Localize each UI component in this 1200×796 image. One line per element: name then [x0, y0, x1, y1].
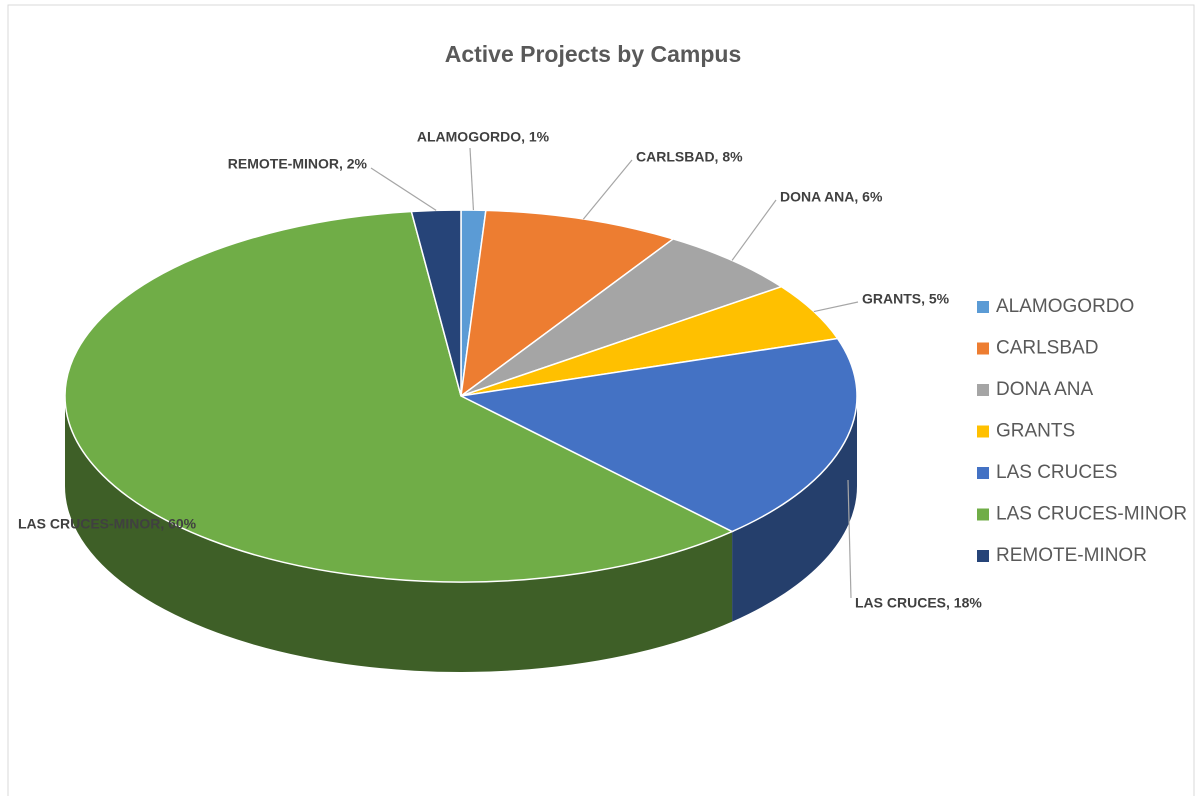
data-label: LAS CRUCES, 18%	[855, 595, 982, 611]
legend-label: CARLSBAD	[996, 338, 1098, 359]
data-label: ALAMOGORDO, 1%	[417, 129, 550, 145]
slice-side	[732, 396, 857, 622]
slice-side	[65, 396, 733, 672]
legend-swatch	[977, 467, 989, 479]
legend-swatch	[977, 508, 989, 521]
legend-swatch	[977, 384, 989, 396]
legend-label: GRANTS	[996, 421, 1075, 442]
leader-line	[370, 167, 437, 211]
legend-label: ALAMOGORDO	[996, 296, 1134, 317]
data-label: CARLSBAD, 8%	[636, 149, 743, 165]
leader-line	[582, 159, 633, 220]
legend-swatch	[977, 550, 989, 562]
leader-line	[847, 479, 852, 599]
slice	[410, 209, 462, 397]
slice	[460, 209, 675, 398]
legend-label: REMOTE-MINOR	[996, 545, 1147, 566]
legend-swatch	[977, 301, 989, 313]
legend-label: LAS CRUCES-MINOR	[996, 504, 1187, 525]
leader-line	[469, 147, 475, 211]
data-label: GRANTS, 5%	[862, 291, 950, 307]
legend-swatch	[977, 342, 989, 355]
data-label: REMOTE-MINOR, 2%	[228, 156, 368, 172]
leader-line	[813, 301, 859, 313]
slice	[64, 210, 734, 583]
slice	[458, 337, 858, 533]
legend-label: DONA ANA	[996, 379, 1093, 400]
chart-title: Active Projects by Campus	[445, 41, 742, 67]
data-label: LAS CRUCES-MINOR, 60%	[18, 516, 197, 532]
legend-swatch	[977, 425, 989, 438]
data-label: DONA ANA, 6%	[780, 189, 883, 205]
leader-line	[731, 199, 777, 261]
legend-label: LAS CRUCES	[996, 462, 1117, 483]
